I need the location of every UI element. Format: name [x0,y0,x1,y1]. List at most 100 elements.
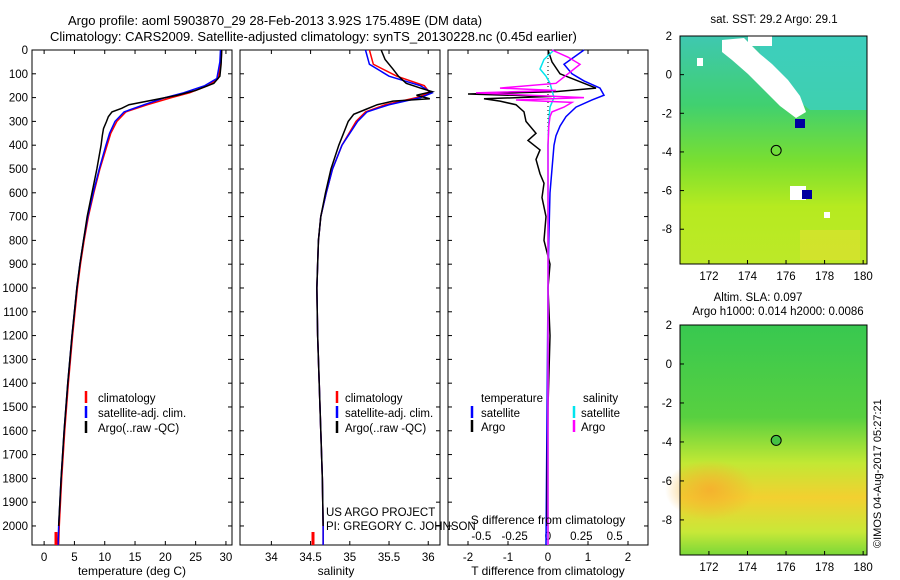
sla-argo-position-marker [770,434,782,446]
sal-legend-satellite: satellite-adj. clim. [345,408,433,420]
map-x-tick-label: 180 [854,562,873,574]
map-y-tick-label: -6 [662,186,672,198]
sst-satellite-point [795,119,805,128]
diff-legend-temperature: temperature [481,393,543,405]
sla-map [665,324,868,556]
sst-map [679,35,868,265]
map-x-tick-label: 178 [815,271,834,283]
map-y-tick-label: -4 [662,147,673,159]
map-y-tick-label: 2 [666,320,672,332]
diff-legend-temp-satellite: satellite [481,408,520,420]
map-y-tick-label: 2 [666,31,672,43]
map-y-tick-label: -4 [662,437,673,449]
sla-map-title-line2: Argo h1000: 0.014 h2000: 0.0086 [692,306,863,318]
project-annotation-line2: PI: GREGORY C. JOHNSON [326,521,476,533]
map-y-tick-label: -2 [662,398,672,410]
sst-map-frame [679,35,868,265]
map-x-tick-label: 172 [699,562,718,574]
difference-xlabel: T difference from climatology [471,564,625,578]
y-tick-label: 200 [9,93,28,105]
imos-watermark: ©IMOS 04-Aug-2017 05:27:21 [872,399,884,548]
x-tick-label: 35.5 [378,552,400,564]
map-y-tick-label: -6 [662,476,672,488]
y-tick-label: 1600 [2,426,28,438]
y-tick-label: 1200 [2,331,28,343]
map-y-tick-label: -8 [662,515,672,527]
y-tick-label: 400 [9,140,28,152]
temp-legend-satellite: satellite-adj. clim. [98,408,186,420]
x-tick-label: 25 [189,552,202,564]
x-tick-label: 10 [98,552,111,564]
map-x-tick-label: 178 [815,562,834,574]
map-x-tick-label: 180 [854,271,873,283]
y-tick-label: 1300 [2,354,28,366]
salinity-chart: 34 34.5 35 35.5 36 [240,49,440,564]
sla-map-title-line1: Altim. SLA: 0.097 [714,292,803,304]
x-tick-label: 35 [343,552,356,564]
sst-warm-patch [800,230,860,260]
y-tick-label: 800 [9,235,28,247]
map-x-tick-label: 172 [699,271,718,283]
x-tick-label: -2 [463,552,473,564]
y-tick-label: 1700 [2,450,28,462]
y-tick-label: 1100 [3,307,28,319]
sst-map-title: sat. SST: 29.2 Argo: 29.1 [710,14,837,26]
temp-legend-climatology: climatology [98,393,156,405]
y-tick-label: 0 [22,45,28,57]
map-y-tick-label: -8 [662,224,672,236]
x-tick-label-top: -0.25 [502,531,528,543]
map-y-tick-label: 0 [666,359,672,371]
difference-xlabel-top: S difference from climatology [471,513,626,527]
x-tick-label: 34 [265,552,278,564]
y-tick-label: 500 [9,164,28,176]
sla-hot-patch [665,460,755,520]
y-tick-label: 600 [9,188,28,200]
series-line [475,49,585,545]
x-tick-label: 2 [625,552,631,564]
x-tick-label-top: -0.5 [471,531,491,543]
temperature-xlabel: temperature (deg C) [78,564,186,578]
y-tick-label: 1800 [2,473,28,485]
sst-landmask [824,212,830,218]
temperature-chart: 0100200300400500600700800900100011001200… [2,45,232,564]
series-line [57,49,223,526]
x-tick-label: 1 [585,552,591,564]
salinity-panel [239,49,441,546]
diff-legend-sal-satellite: satellite [581,408,620,420]
sal-legend-climatology: climatology [345,393,403,405]
y-tick-label: 2000 [2,521,28,533]
sst-map-axes: 172 174 176 178 180 2 0 -2 -4 -6 -8 [662,31,873,283]
y-tick-label: 1000 [2,283,28,295]
difference-chart: -2 -1 0 1 2-0.5 -0.25 0 0.25 0.5 [448,49,648,564]
map-x-tick-label: 176 [776,271,795,283]
x-tick-label: 0 [41,552,47,564]
y-tick-label: 1900 [2,497,28,509]
project-annotation-line1: US ARGO PROJECT [326,507,435,519]
x-tick-label-top: 0.5 [607,531,623,543]
map-x-tick-label: 174 [738,271,758,283]
map-x-tick-label: 174 [738,562,758,574]
sst-argo-position-marker [770,144,782,156]
sal-legend-argo: Argo(..raw -QC) [345,423,426,435]
x-tick-label: 34.5 [299,552,321,564]
sst-landmask [748,36,772,46]
x-tick-label: -1 [503,552,513,564]
sst-landmask [722,38,806,118]
series-line [467,49,597,526]
salinity-xlabel: salinity [318,564,355,578]
y-tick-label: 100 [9,69,28,81]
diff-legend-sal-argo: Argo [581,422,605,434]
temperature-panel [31,49,233,546]
sst-satellite-point [802,190,812,199]
y-tick-label: 900 [9,259,28,271]
title-line-2: Climatology: CARS2009. Satellite-adjuste… [50,29,577,44]
x-tick-label: 36 [422,552,435,564]
map-y-tick-label: 0 [666,70,672,82]
y-tick-label: 700 [9,212,28,224]
x-tick-label: 5 [71,552,77,564]
map-y-tick-label: -2 [662,108,672,120]
x-tick-label: 30 [220,552,233,564]
title-line-1: Argo profile: aoml 5903870_29 28-Feb-201… [68,13,483,28]
sla-map-frame [679,324,868,556]
